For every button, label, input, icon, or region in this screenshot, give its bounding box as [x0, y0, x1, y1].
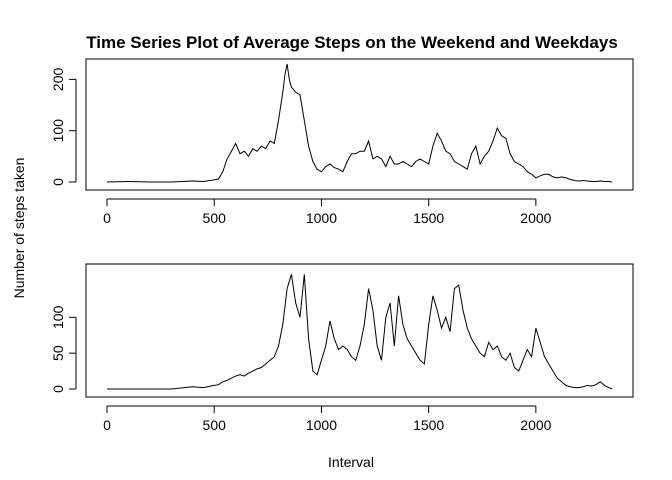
bottom-x-axis: 0 500 1000 1500 2000 — [103, 405, 552, 433]
bottom-x-tick-label: 500 — [203, 417, 227, 433]
top-x-tick-label: 1500 — [413, 210, 444, 226]
bottom-series-line — [107, 274, 613, 390]
top-x-axis: 0 500 1000 1500 2000 — [103, 198, 552, 226]
bottom-y-tick-label: 100 — [50, 305, 66, 329]
top-x-tick-label: 1000 — [306, 210, 337, 226]
bottom-x-tick-label: 1500 — [413, 417, 444, 433]
y-axis-label: Number of steps taken — [11, 158, 27, 299]
bottom-plot-frame — [85, 263, 634, 398]
x-axis-label: Interval — [328, 454, 374, 470]
top-x-tick-label: 500 — [203, 210, 227, 226]
bottom-y-axis: 0 50 100 — [50, 305, 77, 393]
top-series-line — [106, 63, 613, 183]
bottom-x-tick-label: 1000 — [306, 417, 337, 433]
bottom-panel: 0 500 1000 1500 2000 0 50 100 — [50, 263, 634, 433]
top-x-tick-label: 2000 — [520, 210, 551, 226]
bottom-y-tick-label: 50 — [50, 345, 66, 361]
top-y-axis: 0 100 200 — [50, 67, 77, 186]
top-y-tick-label: 200 — [50, 67, 66, 91]
bottom-y-tick-label: 0 — [50, 385, 66, 393]
top-y-tick-label: 100 — [50, 119, 66, 143]
bottom-x-tick-label: 2000 — [520, 417, 551, 433]
bottom-x-tick-label: 0 — [103, 417, 111, 433]
top-plot-frame — [85, 58, 634, 191]
chart-title: Time Series Plot of Average Steps on the… — [86, 33, 618, 52]
top-y-tick-label: 0 — [50, 178, 66, 186]
top-panel: 0 500 1000 1500 2000 0 100 200 — [50, 58, 634, 226]
top-x-tick-label: 0 — [103, 210, 111, 226]
